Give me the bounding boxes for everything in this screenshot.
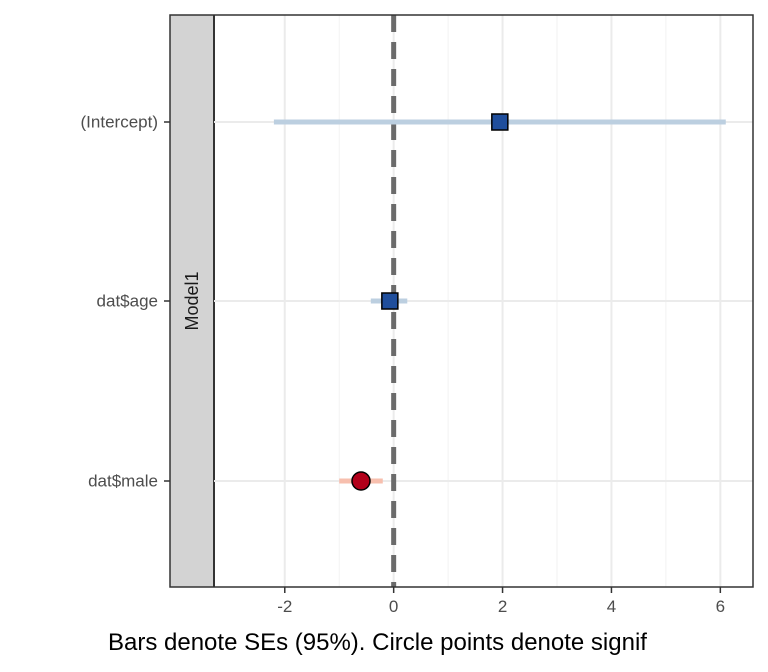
estimate-point-square-0 [491, 113, 509, 131]
estimate-point-circle-2 [351, 471, 371, 491]
estimate-point-square-1 [381, 292, 399, 310]
x-axis: -2 0 2 4 6 [277, 587, 725, 616]
y-tick-label-1: dat$age [97, 292, 158, 311]
x-axis-title: Bars denote SEs (95%). Circle points den… [108, 629, 647, 656]
y-tick-label-0: (Intercept) [81, 113, 158, 132]
x-tick-label-0: -2 [277, 597, 292, 616]
x-tick-label-1: 0 [389, 597, 398, 616]
x-tick-label-2: 2 [498, 597, 507, 616]
x-tick-label-3: 4 [607, 597, 616, 616]
estimate-points [351, 113, 509, 491]
x-tick-label-4: 6 [716, 597, 725, 616]
facet-strip-label: Model1 [182, 271, 202, 330]
y-axis: (Intercept) dat$age dat$male [81, 113, 170, 491]
y-tick-label-2: dat$male [88, 472, 158, 491]
facet-strip [170, 15, 214, 587]
